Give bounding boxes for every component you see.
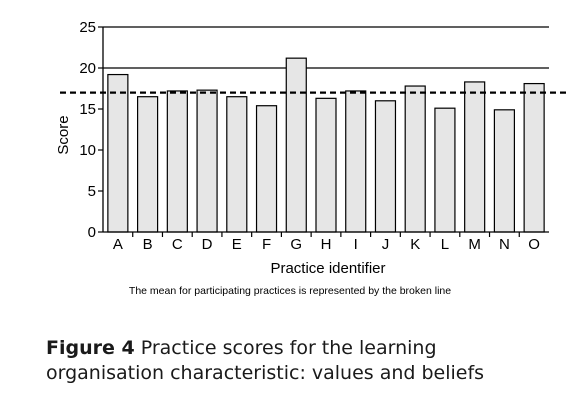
y-tick-label: 15 bbox=[79, 101, 96, 118]
bar-K bbox=[404, 85, 426, 233]
bar-O bbox=[523, 82, 545, 233]
x-tick-label-G: G bbox=[290, 236, 302, 253]
y-tick-label: 0 bbox=[88, 224, 96, 241]
x-tick-label-M: M bbox=[468, 236, 481, 253]
axes bbox=[102, 27, 549, 233]
bar-C bbox=[166, 90, 188, 233]
bar-E bbox=[226, 96, 248, 233]
x-tick-label-F: F bbox=[262, 236, 271, 253]
y-tick-label: 25 bbox=[79, 19, 96, 36]
x-axis-title: Practice identifier bbox=[270, 260, 385, 277]
x-tick-label-I: I bbox=[354, 236, 358, 253]
chart-note: The mean for participating practices is … bbox=[129, 285, 451, 297]
bar-H bbox=[315, 97, 337, 233]
figure-caption: Figure 4 Practice scores for the learning… bbox=[46, 336, 556, 386]
bar-F bbox=[255, 105, 278, 233]
x-tick-label-E: E bbox=[232, 236, 242, 253]
x-tick-label-H: H bbox=[321, 236, 332, 253]
bar-J bbox=[374, 100, 397, 233]
bar-G bbox=[285, 57, 307, 233]
bar-D bbox=[196, 89, 218, 233]
caption-line-1: Practice scores for the learning bbox=[140, 337, 437, 359]
x-tick-label-O: O bbox=[528, 236, 540, 253]
x-tick-label-K: K bbox=[410, 236, 420, 253]
bar-A bbox=[107, 73, 129, 233]
y-tick-label: 5 bbox=[88, 183, 96, 200]
bar-I bbox=[345, 90, 367, 233]
bar-chart: 0 5 10 15 20 25 A B C D E F G H I J K L M N O Score Practic… bbox=[55, 19, 566, 297]
bar-N bbox=[493, 109, 515, 233]
figure-label: Figure 4 bbox=[46, 337, 135, 359]
x-tick-label-B: B bbox=[143, 236, 153, 253]
x-tick-label-L: L bbox=[441, 236, 449, 253]
bars bbox=[107, 57, 545, 233]
caption-line-2: organisation characteristic: values and … bbox=[46, 362, 485, 384]
x-tick-label-J: J bbox=[382, 236, 390, 253]
gridlines bbox=[103, 26, 549, 69]
y-axis-title: Score bbox=[55, 115, 72, 154]
x-tick-label-N: N bbox=[499, 236, 510, 253]
x-tick-label-A: A bbox=[113, 236, 123, 253]
y-ticks: 0 5 10 15 20 25 bbox=[79, 19, 103, 241]
bar-L bbox=[434, 107, 456, 233]
x-tick-label-C: C bbox=[172, 236, 183, 253]
x-ticks: A B C D E F G H I J K L M N O bbox=[113, 232, 540, 253]
y-tick-label: 20 bbox=[79, 60, 96, 77]
bar-M bbox=[464, 81, 486, 233]
x-tick-label-D: D bbox=[202, 236, 213, 253]
bar-B bbox=[137, 96, 159, 233]
y-tick-label: 10 bbox=[79, 142, 96, 159]
